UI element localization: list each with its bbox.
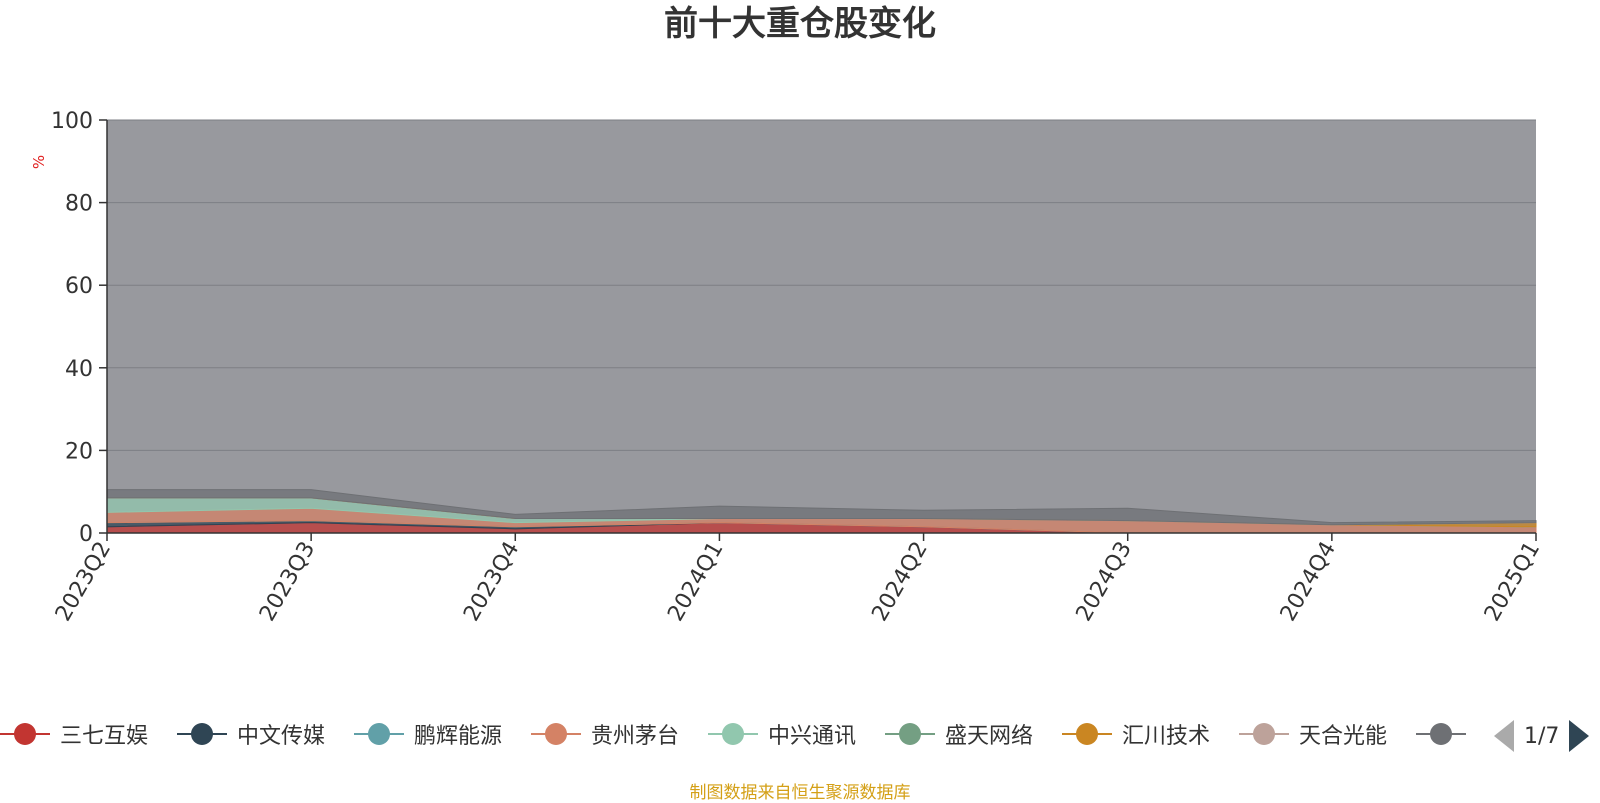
legend-page-indicator: 1/7 xyxy=(1524,723,1560,749)
y-tick-label-3: 60 xyxy=(65,274,93,299)
legend-label: 三七互娱 xyxy=(60,724,149,749)
legend-label: 盛天网络 xyxy=(945,724,1034,749)
legend-marker-icon xyxy=(1239,712,1289,756)
legend-label: 中文传媒 xyxy=(237,724,326,749)
legend-item-6[interactable]: 汇川技术 xyxy=(1062,712,1210,756)
legend: 三七互娱 中文传媒 鹏辉能源 贵州茅台 中兴通讯 盛天网络 汇川技术 天合光能 xyxy=(0,712,1484,756)
legend-marker-icon xyxy=(708,712,758,756)
legend-item-7[interactable]: 天合光能 xyxy=(1239,712,1387,756)
legend-marker-icon xyxy=(354,712,404,756)
legend-item-5[interactable]: 盛天网络 xyxy=(885,712,1033,756)
x-tick-label-5: 2024Q3 xyxy=(1072,538,1137,626)
y-tick-label-0: 0 xyxy=(79,522,93,547)
chart-title: 前十大重仓股变化 xyxy=(664,4,936,44)
legend-item-4[interactable]: 中兴通讯 xyxy=(708,712,856,756)
y-tick-label-2: 40 xyxy=(65,357,93,382)
legend-label: 贵州茅台 xyxy=(591,724,680,749)
x-tick-label-1: 2023Q3 xyxy=(255,538,320,626)
legend-marker-icon xyxy=(531,712,581,756)
legend-marker-icon xyxy=(885,712,935,756)
stacked-areas xyxy=(106,489,1537,534)
y-tick-label-4: 80 xyxy=(65,192,93,217)
source-note: 制图数据来自恒生聚源数据库 xyxy=(689,783,911,803)
legend-marker-icon xyxy=(0,712,50,756)
legend-label: 中兴通讯 xyxy=(768,724,857,749)
legend-item-8[interactable] xyxy=(1416,712,1476,756)
legend-prev-page-icon[interactable] xyxy=(1494,720,1514,752)
legend-item-2[interactable]: 鹏辉能源 xyxy=(354,712,502,756)
x-tick-label-0: 2023Q2 xyxy=(51,538,116,626)
y-tick-label-5: 100 xyxy=(51,109,93,134)
legend-item-3[interactable]: 贵州茅台 xyxy=(531,712,679,756)
series-area-8 xyxy=(106,489,1537,526)
x-tick-label-4: 2024Q2 xyxy=(867,538,932,626)
gridlines xyxy=(107,119,1536,451)
legend-item-0[interactable]: 三七互娱 xyxy=(0,712,148,756)
legend-label: 天合光能 xyxy=(1299,724,1388,749)
plot-background xyxy=(107,120,1536,533)
x-tick-label-7: 2025Q1 xyxy=(1480,538,1545,626)
legend-label: 汇川技术 xyxy=(1122,724,1211,749)
y-tick-label-1: 20 xyxy=(65,439,93,464)
legend-next-page-icon[interactable] xyxy=(1569,720,1590,752)
legend-pager: 1/7 xyxy=(1494,718,1590,754)
x-tick-label-3: 2024Q1 xyxy=(663,538,728,626)
y-axis-unit-label: % xyxy=(30,155,48,169)
x-tick-label-2: 2023Q4 xyxy=(459,538,524,626)
legend-label: 鹏辉能源 xyxy=(414,724,503,749)
x-tick-label-6: 2024Q4 xyxy=(1276,538,1341,626)
legend-item-1[interactable]: 中文传媒 xyxy=(177,712,325,756)
legend-marker-icon xyxy=(1062,712,1112,756)
legend-marker-icon xyxy=(1416,712,1466,756)
chart-canvas: 0 20 40 60 80 100 2023Q2 2023Q3 2023Q4 2024Q1 2024… xyxy=(30,109,1545,626)
legend-marker-icon xyxy=(177,712,227,756)
